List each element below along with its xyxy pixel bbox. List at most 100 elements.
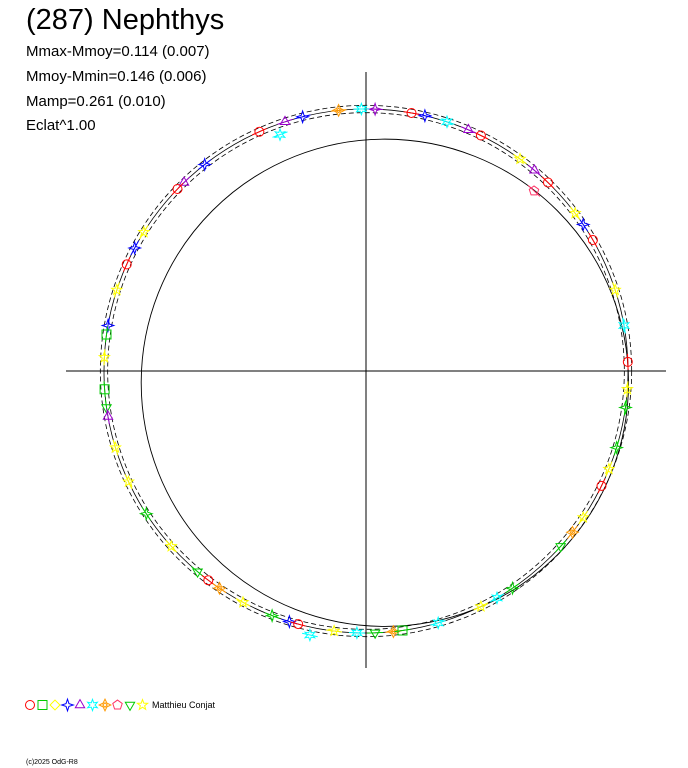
data-point [394,625,411,636]
error-bar [554,540,567,553]
error-bar [141,506,152,521]
data-point [587,232,598,248]
error-bar [597,478,606,494]
error-bar [113,282,120,298]
error-bar [106,408,110,425]
data-point [367,101,384,117]
data-point [264,608,280,624]
error-bar [578,217,589,232]
legend-symbol-star4 [60,697,75,713]
error-bar [171,182,184,196]
data-point [505,580,520,596]
data-point [367,629,384,640]
error-bar [578,510,589,525]
stat-brightness-exponent: Eclat^1.00 [26,117,96,134]
data-point [618,399,633,416]
data-point [191,566,205,579]
data-point [575,217,591,232]
legend-symbol-pentagon [112,699,123,710]
data-point [251,126,267,137]
data-point [101,326,112,343]
data-point [622,353,633,370]
data-point [121,474,136,490]
legend-symbol-triangle-down [124,701,136,712]
data-point [212,581,227,596]
error-bar [367,108,384,110]
data-point [97,349,111,366]
data-point [596,478,607,494]
error-bar [201,575,216,586]
error-bar [301,632,318,638]
error-bar [212,583,227,594]
data-point [290,619,307,630]
data-point [568,206,582,221]
error-bar [290,621,307,627]
error-bar [294,114,311,120]
error-bar [103,381,106,398]
error-bar [605,461,613,477]
data-point [110,282,124,298]
error-bar [326,629,343,633]
data-point [473,599,489,613]
data-point [576,510,590,525]
error-bar [104,326,109,343]
error-bar [527,185,541,197]
data-point [554,540,567,553]
legend-symbol-square [37,700,48,710]
error-bar [430,620,447,626]
chart-title: (287) Nephthys [26,4,225,36]
error-bar [612,282,619,298]
error-bar [473,602,489,611]
error-bar [505,583,520,594]
data-point [108,439,122,456]
error-bar [588,232,598,248]
error-bar [235,598,251,607]
error-bar [103,349,106,366]
error-bar [541,176,555,189]
error-bar [473,131,489,140]
error-bar [367,632,384,634]
error-bar [570,206,581,221]
error-bar [264,612,280,619]
error-bar [394,628,411,633]
data-point [620,381,634,398]
data-point [513,152,527,165]
data-point [527,163,541,176]
data-point [102,408,114,425]
data-point [272,127,288,142]
data-point [460,123,476,134]
error-bar [348,632,365,634]
legend-symbol-triangle-up [74,698,86,709]
author-label: Matthieu Conjat [152,700,216,710]
data-point [403,108,420,118]
stat-max-mean: Mmax-Mmoy=0.114 (0.007) [26,43,210,60]
error-bar [623,399,628,416]
reference-circle [99,104,633,638]
error-bar [416,113,433,118]
data-point [197,157,213,172]
error-bar [513,153,527,165]
data-point [164,539,178,553]
error-bar [626,381,629,398]
error-bar [489,593,505,603]
data-point [99,381,110,398]
legend-symbols [25,697,150,713]
error-bar [165,540,178,553]
error-bar [622,317,626,334]
data-point [617,317,631,334]
plot-points [97,101,634,643]
data-point [430,615,447,631]
error-bar [112,439,119,456]
legend-symbol-star6 [86,697,99,713]
error-bar [272,131,288,138]
data-point [353,101,370,117]
error-bar [251,127,267,136]
legend-symbol-circle [25,700,35,710]
error-bar [122,256,131,272]
error-bar [277,118,293,125]
copyright-label: (c)2025 OdG-R8 [26,759,78,766]
data-point [127,240,143,256]
data-point [489,590,505,606]
error-bar [124,474,133,490]
